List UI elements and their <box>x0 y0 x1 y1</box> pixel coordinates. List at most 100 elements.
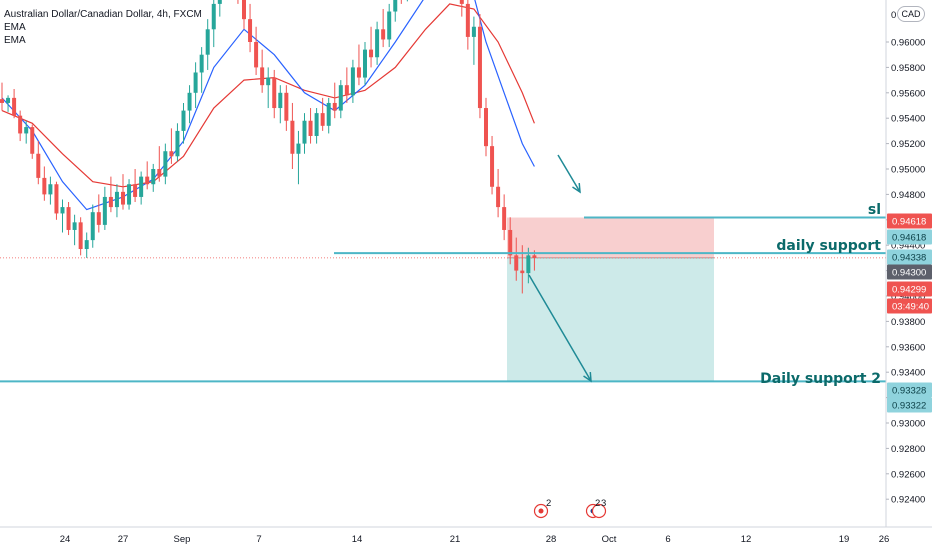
daily-support-2-annotation: Daily support 2 <box>760 371 881 387</box>
candle-body <box>6 97 11 103</box>
price-badge-label: 0.94300 <box>892 268 926 279</box>
flag-icon <box>538 508 544 514</box>
ema-label-1[interactable]: EMA <box>4 22 26 33</box>
price-badge-label: 03:49:40 <box>892 302 929 313</box>
candle-body <box>133 184 138 197</box>
symbol-title[interactable]: Australian Dollar/Canadian Dollar, 4h, F… <box>4 9 202 20</box>
price-tick-label: 0.93600 <box>891 342 925 353</box>
time-tick-label: 24 <box>60 534 71 545</box>
target-arrow[interactable] <box>528 274 592 382</box>
candle-body <box>72 222 77 230</box>
price-tick-label: 0.92800 <box>891 444 925 455</box>
candle-body <box>326 102 331 126</box>
price-axis: 0.96000 0.95800 0.95600 0.95400 0.95200 0.950… <box>885 0 932 527</box>
candle-body <box>284 92 289 121</box>
price-badge-label: 0.94618 <box>892 233 926 244</box>
candle-body <box>484 108 488 147</box>
candle-body <box>369 49 374 58</box>
candle-body <box>96 212 101 225</box>
time-tick-label: 27 <box>118 534 129 545</box>
candle-body <box>175 130 180 157</box>
candle-body <box>508 229 513 256</box>
candle-body <box>108 196 113 208</box>
time-tick-label: 28 <box>546 534 557 545</box>
trend-arrow[interactable] <box>557 154 581 193</box>
sl-annotation: sl <box>868 202 881 218</box>
price-badge <box>887 213 932 229</box>
candle-body <box>350 67 355 96</box>
price-tick-label: 0.93800 <box>891 317 925 328</box>
ema-label-2[interactable]: EMA <box>4 35 26 46</box>
price-badge-label: 0.94338 <box>892 253 926 264</box>
candle-body <box>496 186 501 208</box>
candle-body <box>42 177 47 195</box>
candle-body <box>248 19 253 42</box>
candle-body <box>127 184 132 205</box>
chart-legend: Australian Dollar/Canadian Dollar, 4h, F… <box>4 8 202 47</box>
currency-button[interactable]: CAD <box>897 6 925 22</box>
candle-body <box>199 54 204 73</box>
price-tick-label: 0.93400 <box>891 368 925 379</box>
candle-body <box>363 49 367 78</box>
candle-body <box>157 169 162 177</box>
candle-body <box>387 11 392 40</box>
price-tick-label: 0.95400 <box>891 114 925 125</box>
candle-body <box>477 26 482 109</box>
candle-body <box>520 270 525 274</box>
projection-arrows <box>528 154 592 383</box>
candle-body <box>18 115 23 134</box>
candle-body <box>90 212 95 241</box>
candle-body <box>169 151 174 157</box>
price-badge <box>887 382 932 398</box>
candle-body <box>490 146 495 187</box>
trend-arrow-head <box>572 182 581 194</box>
candle-body <box>471 26 476 37</box>
candle-body <box>272 77 277 109</box>
candles <box>0 0 537 294</box>
price-badge <box>887 229 932 245</box>
candle-body <box>121 191 125 205</box>
price-tick-label: 0.92600 <box>891 469 925 480</box>
candle-body <box>375 29 380 58</box>
time-tick-label: 19 <box>839 534 850 545</box>
candle-body <box>30 127 35 154</box>
take-profit-zone <box>507 257 714 382</box>
price-tick-label: 0.94400 <box>891 241 925 252</box>
price-badge <box>887 249 932 265</box>
candle-body <box>393 0 398 12</box>
candle-body <box>60 207 65 214</box>
candle-body <box>314 113 319 136</box>
candle-body <box>211 3 216 30</box>
candle-body <box>139 176 144 197</box>
candle-body <box>514 255 519 271</box>
position-zones <box>0 217 886 382</box>
candle-body <box>502 207 507 230</box>
candle-body <box>151 169 156 185</box>
price-tick-label: 0.92400 <box>891 495 925 506</box>
candle-body <box>48 184 53 195</box>
price-badge-label: 0.94299 <box>892 285 926 296</box>
candle-body <box>187 92 192 111</box>
event-count-label: 2 <box>546 498 551 509</box>
time-tick-label: Sep <box>174 534 191 545</box>
price-tick-label: 0.94800 <box>891 190 925 201</box>
time-tick-label: Oct <box>602 534 617 545</box>
candle-body <box>308 120 313 136</box>
candle-body <box>0 99 4 103</box>
price-badge <box>887 397 932 413</box>
candle-body <box>217 0 222 4</box>
event-count-label: 3 <box>601 498 606 509</box>
candle-body <box>381 29 386 40</box>
price-tick-label: 0.95000 <box>891 165 925 176</box>
candle-body <box>78 222 83 250</box>
candle-body <box>344 85 349 96</box>
time-tick-label: 12 <box>741 534 752 545</box>
candle-body <box>66 207 71 230</box>
candle-body <box>36 153 41 178</box>
economic-event-icon[interactable] <box>591 503 607 519</box>
price-badge <box>887 281 932 297</box>
event-count-label: 2 <box>595 498 600 509</box>
